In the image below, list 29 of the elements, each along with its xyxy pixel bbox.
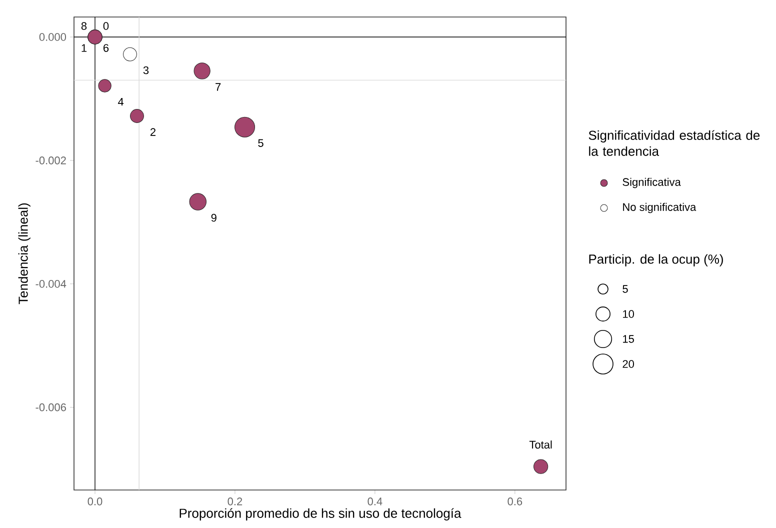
annotation: 0: [103, 22, 109, 30]
y-axis-title: Tendencia (lineal): [18, 203, 30, 304]
annotation: 7: [216, 83, 221, 91]
x-axis-title: Proporción promedio de hs sin uso de tecnología: [180, 508, 462, 520]
annotation: 2: [150, 128, 156, 136]
annotation: 6: [104, 44, 109, 52]
annotation: 5: [258, 139, 264, 147]
y-tick-label: 0.000: [39, 33, 66, 41]
legend-label: Significativa: [622, 178, 681, 188]
legend-label: 10: [623, 310, 634, 318]
annotation: 8: [81, 22, 87, 30]
legend-label: 15: [623, 335, 634, 343]
annotation: Total: [529, 440, 552, 449]
legend-label: 20: [622, 360, 634, 368]
legend-label: No significativa: [623, 202, 696, 214]
y-tick-label: -0.002: [36, 156, 66, 164]
x-tick-label: 0.6: [508, 498, 522, 506]
annotation: 1: [82, 44, 87, 52]
annotation: 3: [143, 66, 149, 74]
x-tick-label: 0.4: [368, 498, 382, 506]
y-tick-label: -0.006: [36, 403, 66, 412]
y-tick-label: -0.004: [36, 280, 66, 288]
annotation: 9: [211, 214, 216, 222]
text: Particip. de la ocup (%): [589, 254, 723, 266]
x-tick-label: 0.0: [88, 498, 102, 506]
x-tick-label: 0.2: [228, 498, 242, 506]
legend-label: 5: [622, 285, 628, 293]
legend-title: Significatividad estadística de la tendencia: [588, 130, 760, 156]
annotation: 4: [118, 98, 124, 106]
